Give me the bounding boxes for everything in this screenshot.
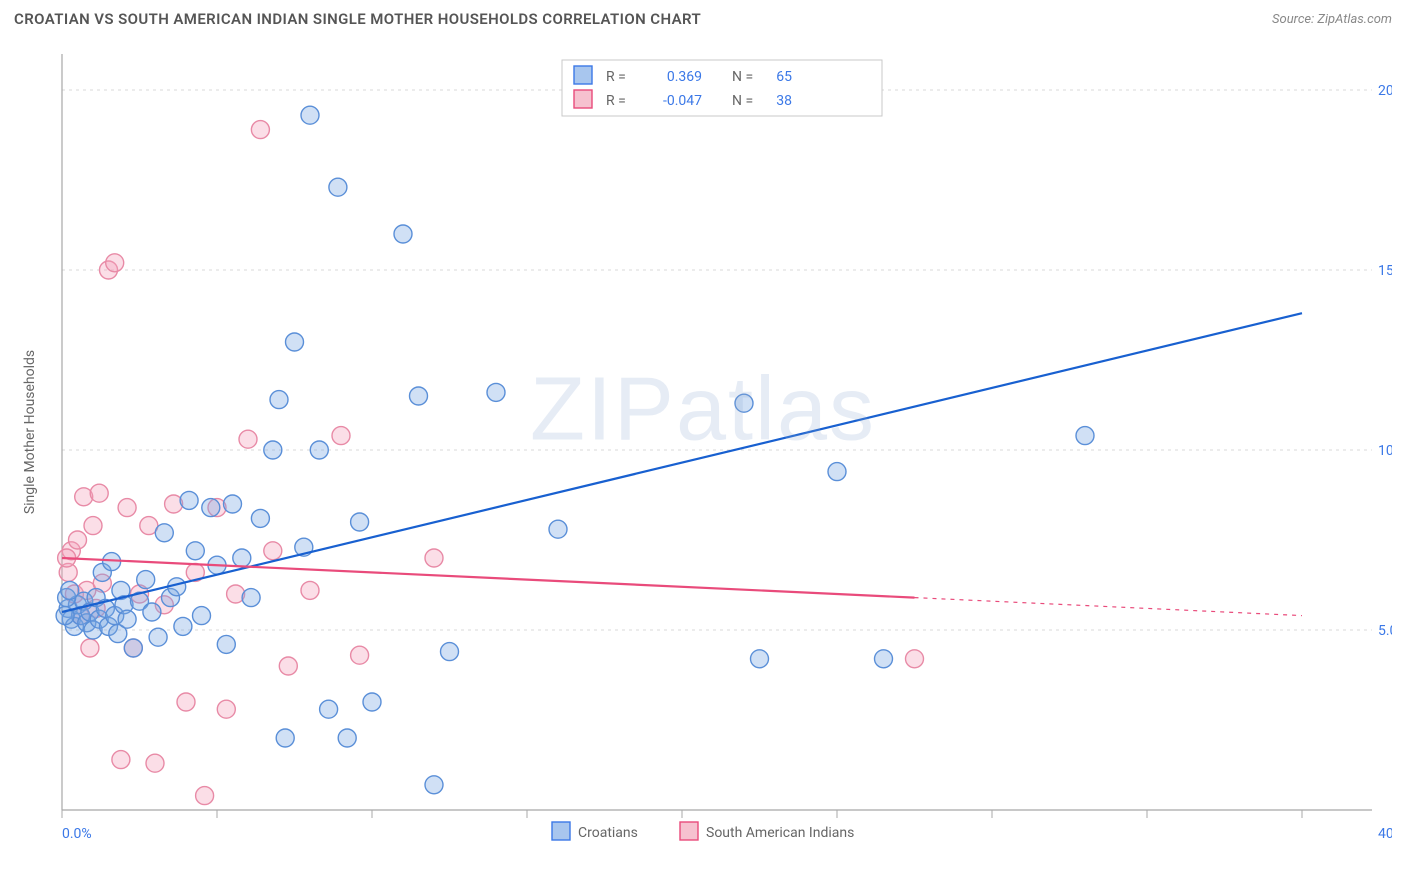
data-point	[90, 484, 108, 502]
data-point	[735, 394, 753, 412]
x-end-label: 40.0%	[1378, 826, 1392, 842]
y-tick-label: 10.0%	[1378, 443, 1392, 459]
legend-swatch	[574, 66, 592, 84]
data-point	[487, 383, 505, 401]
data-point	[310, 441, 328, 459]
stats-r-value: -0.047	[663, 93, 702, 109]
trend-line-extrapolated	[915, 598, 1303, 616]
data-point	[217, 700, 235, 718]
data-point	[351, 646, 369, 664]
stats-r-value: 0.369	[667, 69, 702, 85]
data-point	[112, 751, 130, 769]
data-point	[828, 463, 846, 481]
data-point	[118, 610, 136, 628]
data-point	[174, 617, 192, 635]
data-point	[351, 513, 369, 531]
stats-n-label: N =	[732, 69, 753, 85]
data-point	[751, 650, 769, 668]
data-point	[251, 121, 269, 139]
stats-r-label: R =	[606, 93, 626, 109]
x-origin-label: 0.0%	[62, 826, 92, 842]
data-point	[146, 754, 164, 772]
data-point	[124, 639, 142, 657]
data-point	[242, 589, 260, 607]
y-axis-label: Single Mother Households	[22, 350, 38, 514]
stats-r-label: R =	[606, 69, 626, 85]
data-point	[81, 639, 99, 657]
data-point	[180, 491, 198, 509]
data-point	[363, 693, 381, 711]
legend-label: Croatians	[578, 825, 638, 841]
data-point	[137, 571, 155, 589]
legend-swatch	[574, 90, 592, 108]
data-point	[264, 441, 282, 459]
stats-n-label: N =	[732, 93, 753, 109]
y-tick-label: 15.0%	[1378, 263, 1392, 279]
data-point	[61, 581, 79, 599]
data-point	[425, 776, 443, 794]
data-point	[549, 520, 567, 538]
data-point	[155, 524, 173, 542]
legend-swatch	[680, 822, 698, 840]
data-point	[186, 542, 204, 560]
legend-label: South American Indians	[706, 825, 854, 841]
data-point	[279, 657, 297, 675]
data-point	[177, 693, 195, 711]
data-point	[906, 650, 924, 668]
data-point	[410, 387, 428, 405]
legend-swatch	[552, 822, 570, 840]
page-title: CROATIAN VS SOUTH AMERICAN INDIAN SINGLE…	[14, 10, 701, 28]
data-point	[875, 650, 893, 668]
data-point	[193, 607, 211, 625]
data-point	[118, 499, 136, 517]
data-point	[251, 509, 269, 527]
correlation-scatter-chart: 5.0% 10.0% 15.0% 20.0% 0.0% 40.0% Single Mothe…	[14, 40, 1392, 882]
data-point	[270, 391, 288, 409]
data-point	[276, 729, 294, 747]
data-point	[320, 700, 338, 718]
source-attribution: Source: ZipAtlas.com	[1272, 12, 1392, 27]
data-point	[224, 495, 242, 513]
chart-area: ZIPatlas 5.0%10.0%15.0%20.0%0.0%40.0%Sin…	[14, 40, 1392, 882]
data-point	[286, 333, 304, 351]
y-tick-label: 20.0%	[1378, 83, 1392, 99]
data-point	[196, 787, 214, 805]
data-point	[301, 106, 319, 124]
data-point	[338, 729, 356, 747]
data-point	[217, 635, 235, 653]
data-point	[301, 581, 319, 599]
y-tick-label: 5.0%	[1378, 623, 1392, 639]
data-point	[264, 542, 282, 560]
data-point	[106, 254, 124, 272]
stats-n-value: 65	[776, 69, 792, 85]
data-point	[441, 643, 459, 661]
data-point	[84, 517, 102, 535]
data-point	[1076, 427, 1094, 445]
data-point	[149, 628, 167, 646]
data-point	[239, 430, 257, 448]
data-point	[329, 178, 347, 196]
stats-n-value: 38	[776, 93, 792, 109]
data-point	[425, 549, 443, 567]
data-point	[233, 549, 251, 567]
data-point	[332, 427, 350, 445]
data-point	[143, 603, 161, 621]
data-point	[69, 531, 87, 549]
data-point	[202, 499, 220, 517]
data-point	[394, 225, 412, 243]
